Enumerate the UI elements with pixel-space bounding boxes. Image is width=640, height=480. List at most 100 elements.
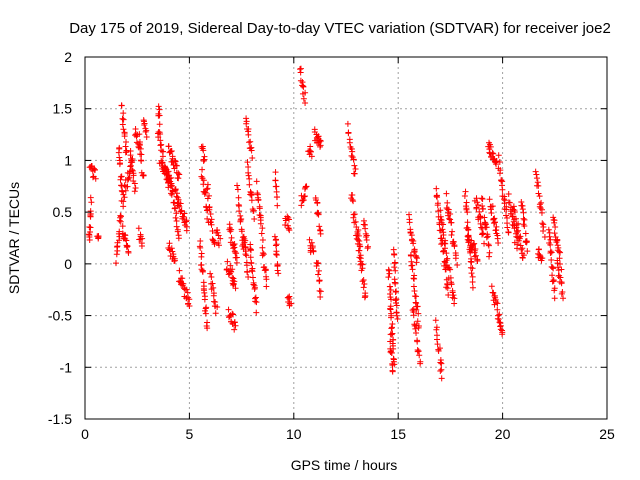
data-point bbox=[124, 243, 131, 250]
data-point bbox=[169, 153, 176, 160]
data-point bbox=[175, 175, 182, 182]
data-point bbox=[251, 216, 258, 223]
data-point bbox=[387, 287, 394, 294]
data-point bbox=[176, 203, 183, 210]
data-point bbox=[523, 238, 530, 245]
data-point bbox=[443, 261, 450, 268]
data-point bbox=[173, 162, 180, 169]
data-point bbox=[186, 303, 193, 310]
data-point bbox=[247, 254, 254, 261]
data-point bbox=[263, 276, 270, 283]
data-point bbox=[437, 356, 444, 363]
data-point bbox=[443, 190, 450, 197]
data-point bbox=[116, 233, 123, 240]
data-point bbox=[167, 174, 174, 181]
data-point bbox=[168, 245, 175, 252]
data-point bbox=[119, 115, 126, 122]
data-point bbox=[303, 183, 310, 190]
data-point bbox=[552, 223, 559, 230]
data-point bbox=[505, 229, 512, 236]
data-point bbox=[298, 202, 305, 209]
data-point bbox=[407, 252, 414, 259]
data-point bbox=[511, 209, 518, 216]
data-point bbox=[435, 347, 442, 354]
data-point bbox=[253, 309, 260, 316]
data-point bbox=[494, 306, 501, 313]
data-point bbox=[121, 182, 128, 189]
data-point bbox=[92, 175, 99, 182]
data-point bbox=[173, 223, 180, 230]
data-point bbox=[299, 79, 306, 86]
data-point bbox=[260, 251, 267, 258]
data-point bbox=[227, 262, 234, 269]
data-point bbox=[174, 228, 181, 235]
data-point bbox=[120, 198, 127, 205]
data-point bbox=[169, 248, 176, 255]
data-point bbox=[522, 230, 529, 237]
data-point bbox=[444, 199, 451, 206]
data-point bbox=[297, 65, 304, 72]
data-point bbox=[249, 274, 256, 281]
data-point bbox=[538, 199, 545, 206]
data-point bbox=[86, 234, 93, 241]
data-point bbox=[476, 208, 483, 215]
data-point bbox=[469, 265, 476, 272]
data-point bbox=[548, 249, 555, 256]
data-point bbox=[285, 225, 292, 232]
y-tick-label: 0.5 bbox=[53, 204, 73, 220]
data-point bbox=[273, 183, 280, 190]
data-point bbox=[470, 241, 477, 248]
data-point bbox=[258, 230, 265, 237]
data-point bbox=[136, 131, 143, 138]
data-point bbox=[263, 267, 270, 274]
data-point bbox=[126, 174, 133, 181]
data-point bbox=[499, 331, 506, 338]
data-point bbox=[184, 289, 191, 296]
data-point bbox=[393, 288, 400, 295]
x-tick-label: 5 bbox=[186, 426, 194, 442]
data-point bbox=[165, 143, 172, 150]
data-point bbox=[479, 203, 486, 210]
data-point bbox=[477, 213, 484, 220]
data-point bbox=[245, 172, 252, 179]
data-point bbox=[503, 206, 510, 213]
data-point bbox=[315, 133, 322, 140]
data-point bbox=[136, 141, 143, 148]
data-point bbox=[393, 309, 400, 316]
data-point bbox=[514, 229, 521, 236]
data-point bbox=[389, 367, 396, 374]
data-point bbox=[229, 274, 236, 281]
data-point bbox=[131, 180, 138, 187]
data-point bbox=[554, 242, 561, 249]
data-point bbox=[449, 287, 456, 294]
data-point bbox=[244, 268, 251, 275]
data-point bbox=[351, 162, 358, 169]
data-point bbox=[245, 131, 252, 138]
y-tick-label: 2 bbox=[64, 49, 72, 65]
data-point bbox=[509, 213, 516, 220]
data-point bbox=[520, 215, 527, 222]
data-point bbox=[488, 203, 495, 210]
data-point bbox=[547, 250, 554, 257]
data-point bbox=[88, 199, 95, 206]
data-point bbox=[173, 190, 180, 197]
data-point bbox=[157, 130, 164, 137]
data-point bbox=[314, 260, 321, 267]
data-point bbox=[556, 248, 563, 255]
data-point bbox=[207, 210, 214, 217]
data-point bbox=[234, 186, 241, 193]
data-point bbox=[497, 323, 504, 330]
data-point bbox=[516, 234, 523, 241]
data-point bbox=[127, 147, 134, 154]
data-point bbox=[490, 150, 497, 157]
data-point bbox=[536, 251, 543, 258]
data-point bbox=[313, 262, 320, 269]
data-point bbox=[117, 176, 124, 183]
data-point bbox=[352, 218, 359, 225]
data-point bbox=[361, 281, 368, 288]
data-point bbox=[451, 243, 458, 250]
data-point bbox=[438, 360, 445, 367]
data-point bbox=[119, 121, 126, 128]
data-point bbox=[465, 233, 472, 240]
data-point bbox=[388, 325, 395, 332]
